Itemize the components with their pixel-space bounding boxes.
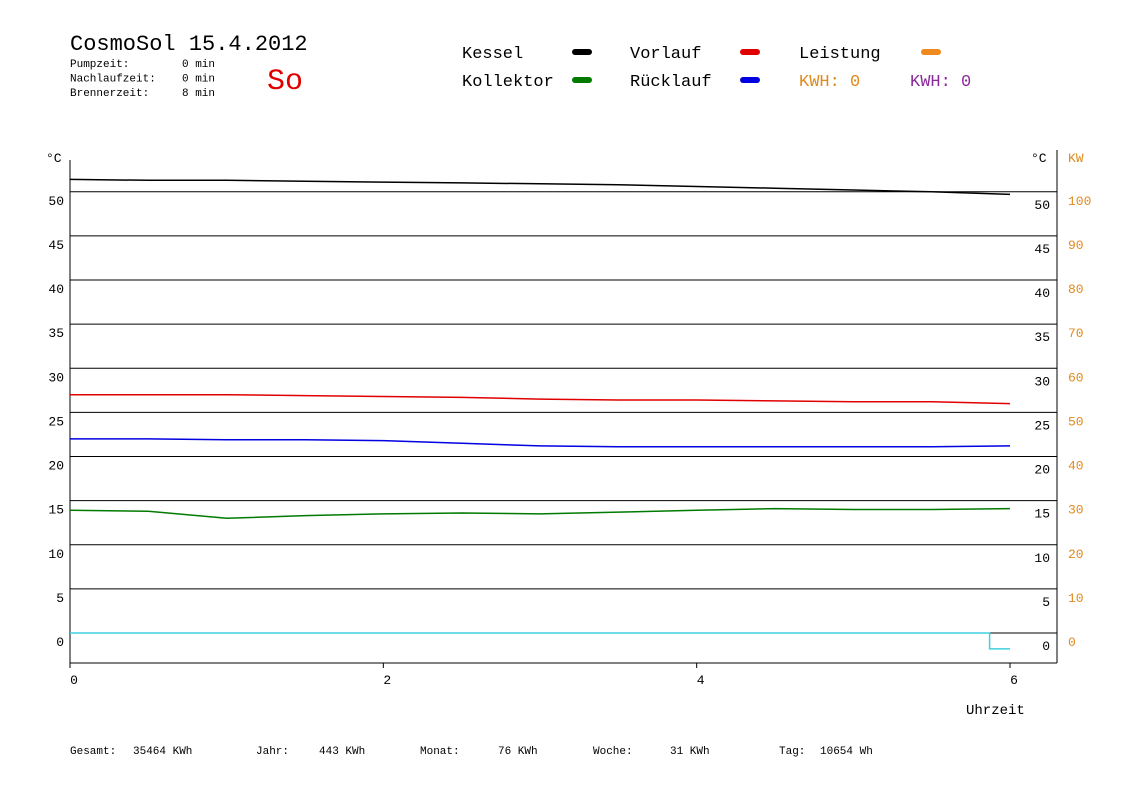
series-line [69, 178, 1011, 196]
y-tick-label: 5 [56, 591, 64, 606]
y-tick-label-right: 0 [1042, 639, 1050, 654]
x-tick-label: 4 [697, 673, 705, 688]
day-label: So [267, 65, 303, 99]
legend-swatch [572, 49, 592, 55]
y-tick-label-right: 10 [1034, 551, 1050, 566]
legend-label: Kessel [462, 45, 523, 64]
info-value: 8 min [182, 88, 215, 100]
info-value: 0 min [182, 74, 215, 86]
x-axis-label: Uhrzeit [966, 703, 1025, 719]
total-value: 76 KWh [498, 746, 538, 758]
info-label: Nachlaufzeit: [70, 74, 156, 86]
total-label: Jahr: [256, 746, 289, 758]
total-value: 443 KWh [319, 746, 365, 758]
y2-tick-label: 60 [1068, 370, 1084, 385]
y-tick-label-right: 30 [1034, 374, 1050, 389]
x-tick-label: 2 [383, 673, 391, 688]
y-tick-label: 30 [48, 370, 64, 385]
series-line [70, 438, 1011, 448]
legend-label: Rücklauf [630, 73, 712, 92]
y2-tick-label: 10 [1068, 591, 1084, 606]
total-label: Monat: [420, 746, 460, 758]
legend-label: Leistung [799, 45, 881, 64]
y-tick-label: 15 [48, 503, 64, 518]
y2-tick-label: 20 [1068, 547, 1084, 562]
chart-title: CosmoSol 15.4.2012 [70, 32, 308, 57]
total-value: 35464 KWh [133, 746, 192, 758]
y2-tick-label: 90 [1068, 238, 1084, 253]
kwh-label: KWH: 0 [799, 73, 860, 92]
legend-swatch [572, 77, 592, 83]
legend-swatch [740, 77, 760, 83]
series-line [70, 632, 1010, 650]
y-tick-label-right: 45 [1034, 242, 1050, 257]
y-tick-label: 45 [48, 238, 64, 253]
y2-tick-label: 40 [1068, 459, 1084, 474]
y-tick-label: 40 [48, 282, 64, 297]
y-axis-label: °C [46, 151, 62, 166]
y-tick-label: 10 [48, 547, 64, 562]
total-label: Tag: [779, 746, 805, 758]
total-value: 10654 Wh [820, 746, 873, 758]
y2-axis-label: KW [1068, 151, 1084, 166]
y-tick-label-right: 25 [1034, 418, 1050, 433]
y2-tick-label: 80 [1068, 282, 1084, 297]
y-tick-label-right: 35 [1034, 330, 1050, 345]
x-tick-label: 6 [1010, 673, 1018, 688]
y-tick-label: 25 [48, 414, 64, 429]
x-tick-label: 0 [70, 673, 78, 688]
y-tick-label-right: 40 [1034, 286, 1050, 301]
kwh-label: KWH: 0 [910, 73, 971, 92]
y-tick-label: 35 [48, 326, 64, 341]
total-label: Woche: [593, 746, 633, 758]
series-line [70, 393, 1011, 405]
legend-swatch [921, 49, 941, 55]
total-label: Gesamt: [70, 746, 116, 758]
info-label: Pumpzeit: [70, 59, 129, 71]
y-tick-label: 50 [48, 194, 64, 209]
info-label: Brennerzeit: [70, 88, 149, 100]
legend-label: Vorlauf [630, 45, 701, 64]
y-tick-label-right: 15 [1034, 507, 1050, 522]
y2-tick-label: 70 [1068, 326, 1084, 341]
y-tick-label-right: 5 [1042, 595, 1050, 610]
series-line [69, 507, 1011, 520]
y2-tick-label: 50 [1068, 414, 1084, 429]
y-tick-label: 0 [56, 635, 64, 650]
y2-tick-label: 30 [1068, 503, 1084, 518]
y-tick-label-right: 50 [1034, 198, 1050, 213]
legend-label: Kollektor [462, 73, 554, 92]
y-axis-label-right: °C [1031, 151, 1047, 166]
y-tick-label-right: 20 [1034, 463, 1050, 478]
y2-tick-label: 100 [1068, 194, 1091, 209]
y-tick-label: 20 [48, 459, 64, 474]
info-value: 0 min [182, 59, 215, 71]
legend-swatch [740, 49, 760, 55]
total-value: 31 KWh [670, 746, 710, 758]
y2-tick-label: 0 [1068, 635, 1076, 650]
